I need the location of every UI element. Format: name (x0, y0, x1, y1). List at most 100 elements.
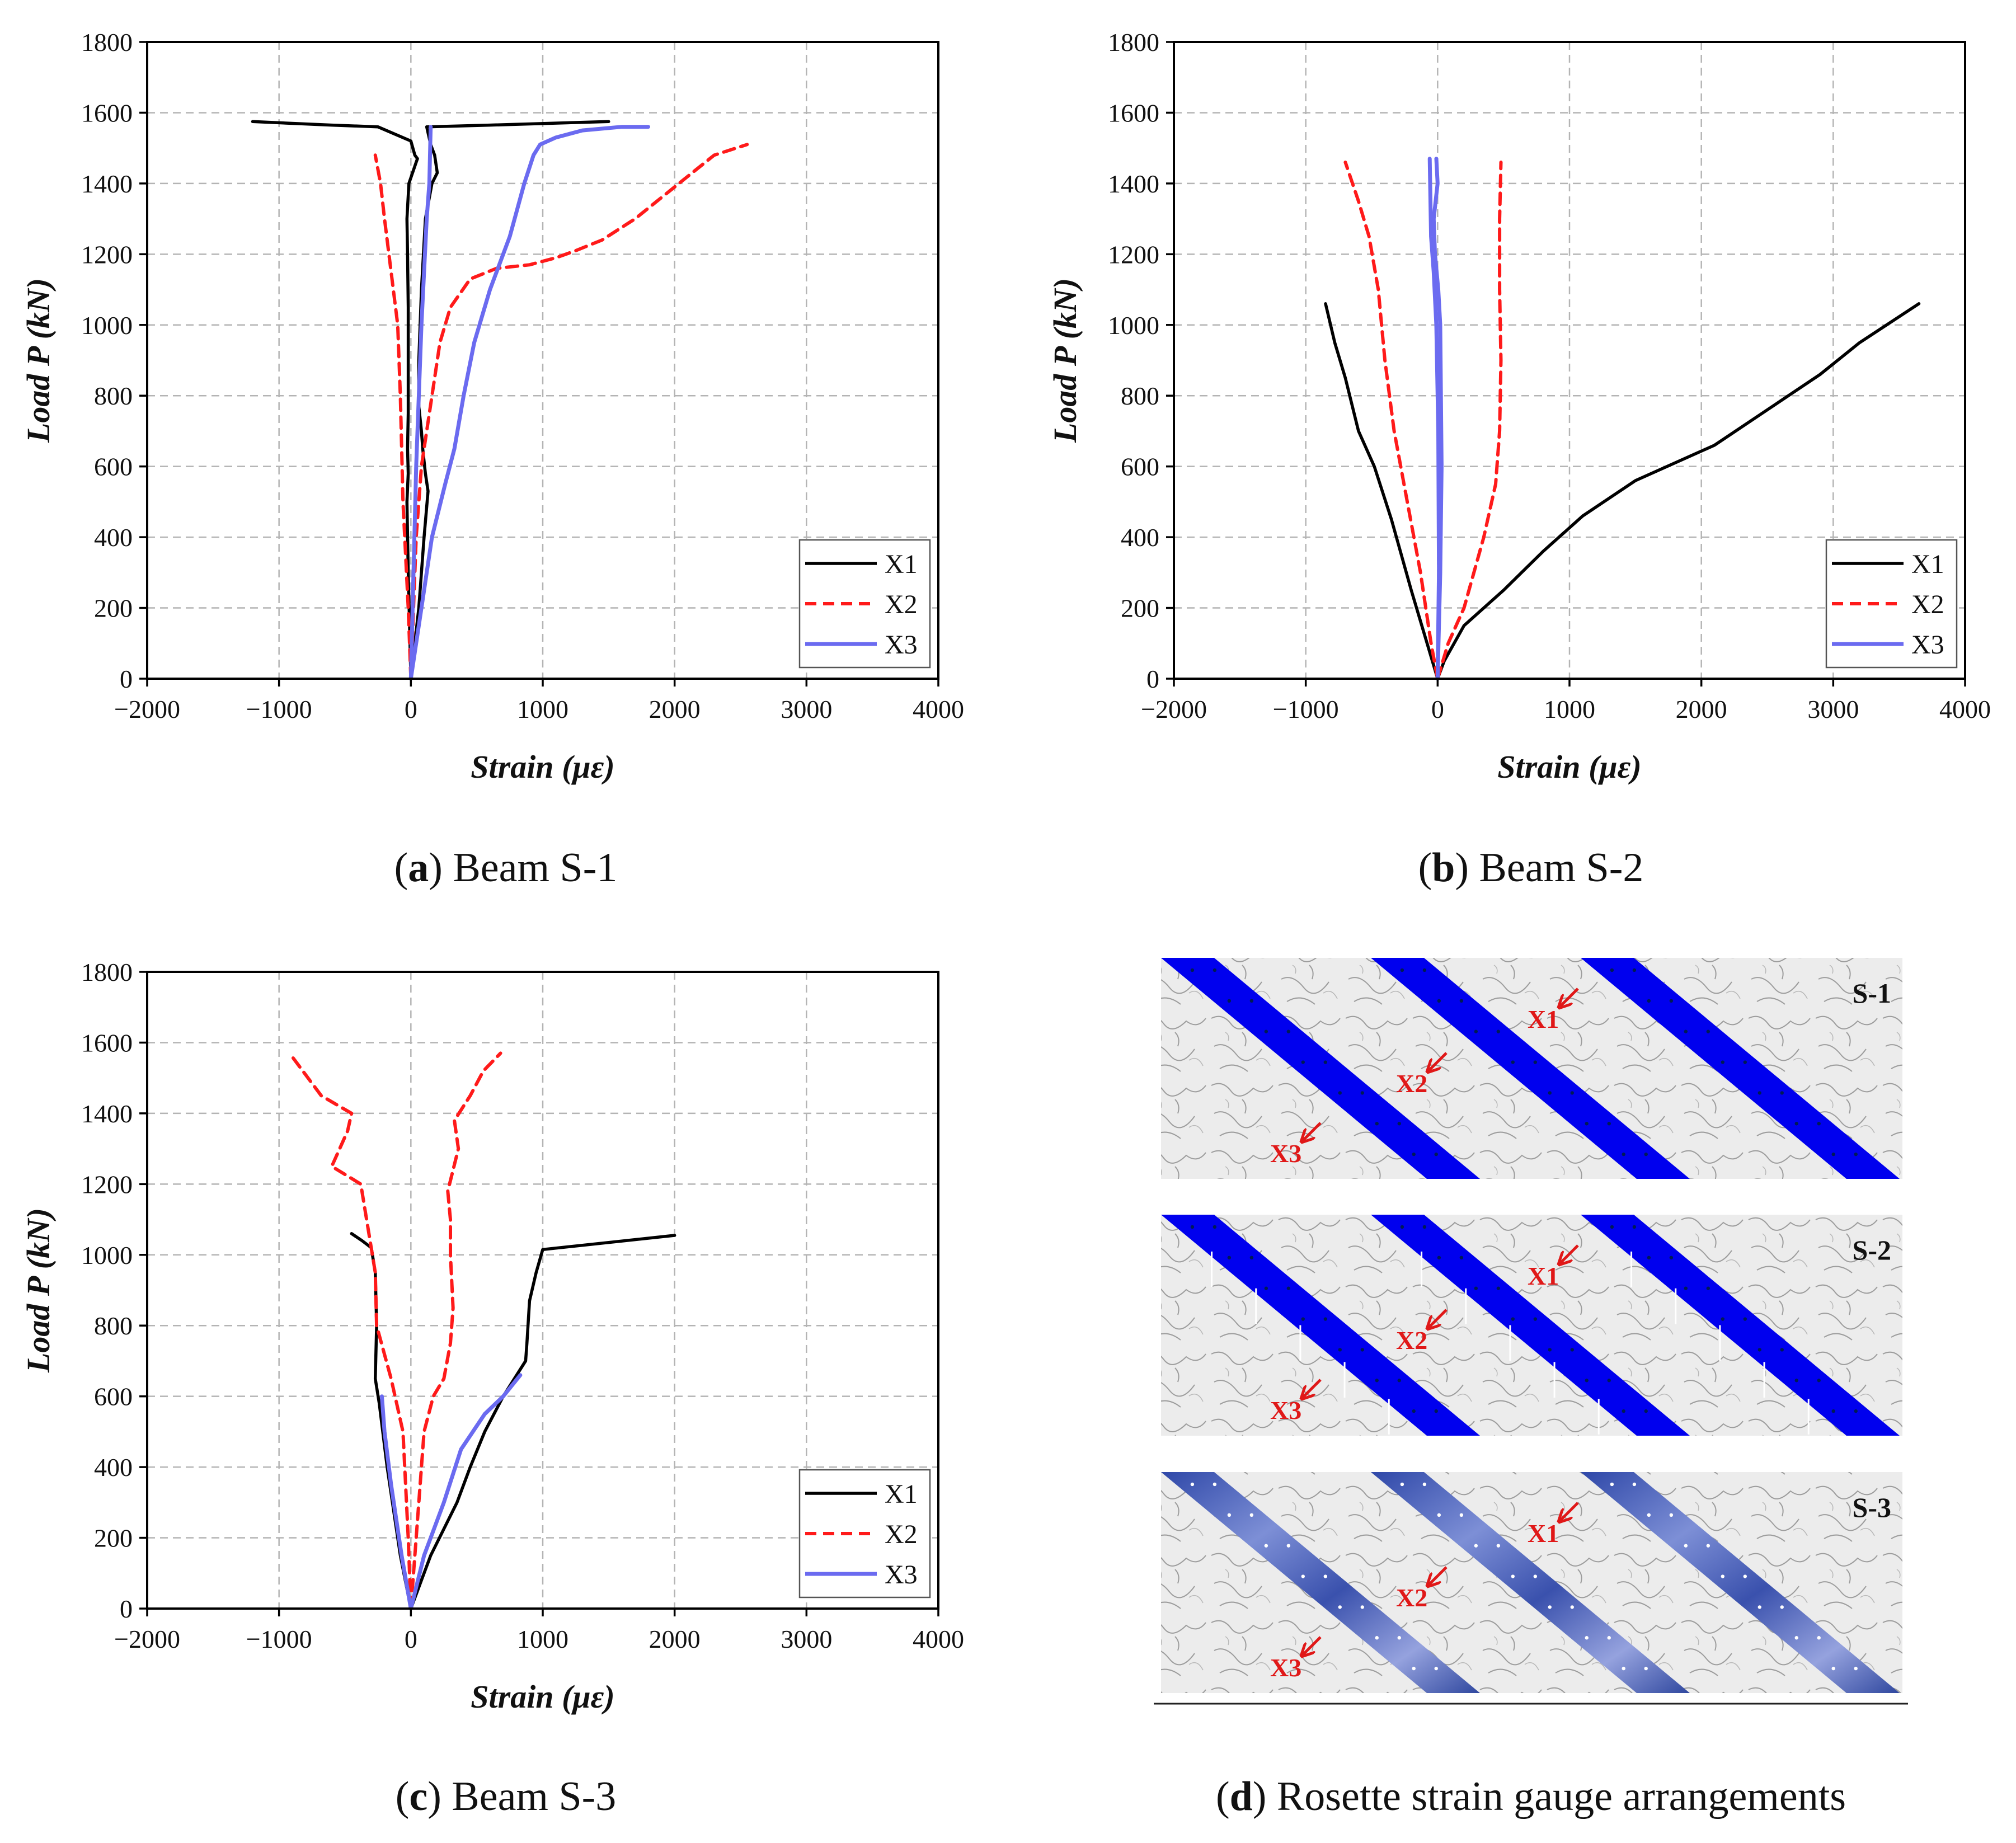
chart-c-series-x1b (409, 1234, 676, 1610)
frp-anchor-dot (1400, 1482, 1404, 1487)
frp-anchor-dot (1647, 1256, 1651, 1260)
gauge-arrow-x1 (1560, 1502, 1579, 1521)
frp-anchor-dot (1757, 1348, 1761, 1352)
chart-a-xtick-label: 0 (405, 695, 417, 723)
frp-anchor-dot (1190, 1482, 1195, 1487)
chart-c-xlabel: Strain (με) (471, 1679, 615, 1715)
frp-anchor-dot (1831, 1152, 1835, 1156)
chart-b-ytick-label: 200 (1121, 594, 1159, 623)
frp-anchor-dot (1854, 1152, 1858, 1156)
frp-anchor-dot (1743, 1060, 1747, 1064)
gauge-label-x1: X1 (1528, 1262, 1559, 1290)
frp-anchor-dot (1607, 1379, 1611, 1383)
strip-s-3: S-3 X1 X2 X3 (1161, 1472, 1902, 1693)
frp-anchor-dot (1644, 1409, 1648, 1413)
frp-anchor-dot (1794, 1636, 1798, 1640)
strip-s-1: S-1 X1 X2 X3 (1161, 958, 1902, 1179)
chart-b-xtick-label: −1000 (1273, 695, 1339, 723)
strip-s-1-content (1161, 958, 1902, 1179)
chart-a-xtick-label: 4000 (913, 695, 964, 723)
frp-anchor-dot (1213, 1225, 1217, 1229)
frp-anchor-dot (1434, 1152, 1438, 1156)
chart-c-series-x3b (380, 1394, 413, 1611)
chart-a-series-x1 (251, 120, 419, 680)
chart-b-ytick-label: 400 (1121, 523, 1159, 552)
chart-b-xtick-label: 2000 (1676, 695, 1727, 723)
frp-anchor-dot (1721, 1574, 1725, 1578)
caption-a-label: a (408, 845, 429, 891)
frp-anchor-dot (1397, 1636, 1401, 1640)
chart-a-ytick-label: 600 (94, 453, 133, 481)
frp-anchor-dot (1496, 1544, 1501, 1548)
chart-a-legend-label-x2: X2 (885, 590, 918, 619)
chart-beam-s2: −2000 −1000 0 1000 2000 3000 4000 0 200 400 600 800… (1047, 28, 1991, 785)
chart-b-series-x1 (1436, 302, 1921, 680)
frp-anchor-dot (1422, 968, 1427, 972)
gauge-label-x3: X3 (1270, 1396, 1301, 1424)
frp-anchor-dot (1669, 1256, 1674, 1260)
chart-a-xlabel: Strain (με) (471, 749, 615, 785)
chart-b-series-x2 (1436, 161, 1503, 680)
chart-c-legend-label-x2: X2 (885, 1520, 918, 1549)
chart-beam-s3: −2000 −1000 0 1000 2000 3000 4000 0 200 400 600 800… (20, 958, 964, 1715)
frp-anchor-dot (1190, 1225, 1195, 1229)
frp-anchor-dot (1831, 1409, 1835, 1413)
chart-c-xtick-label: 3000 (781, 1625, 832, 1653)
frp-anchor-dot (1323, 1317, 1328, 1321)
frp-anchor-dot (1360, 1091, 1364, 1095)
frp-anchor-dot (1338, 1091, 1342, 1095)
frp-anchor-dot (1264, 1029, 1268, 1033)
chart-a-ytick-label: 1800 (81, 28, 133, 57)
frp-anchor-dot (1548, 1348, 1552, 1352)
frp-anchor-dot (1684, 1544, 1688, 1548)
caption-d: (d) Rosette strain gauge arrangements (1216, 1774, 1846, 1820)
caption-c-text: Beam S-3 (452, 1774, 616, 1820)
frp-anchor-dot (1400, 1225, 1404, 1229)
frp-anchor-dot (1286, 1544, 1291, 1548)
chart-b-legend-label-x3: X3 (1911, 630, 1944, 660)
frp-anchor-dot (1817, 1636, 1821, 1640)
chart-b-ytick-label: 0 (1146, 665, 1159, 693)
chart-c-xtick-label: −2000 (114, 1625, 180, 1653)
chart-b-ytick-label: 1800 (1108, 28, 1159, 57)
chart-a-ytick-label: 1200 (81, 240, 133, 269)
frp-anchor-dot (1644, 1666, 1648, 1671)
frp-anchor-dot (1323, 1574, 1328, 1578)
frp-anchor-dot (1669, 999, 1674, 1003)
frp-anchor-dot (1338, 1605, 1342, 1609)
caption-c: (c) Beam S-3 (396, 1774, 617, 1820)
frp-anchor-dot (1684, 1286, 1688, 1290)
frp-anchor-dot (1323, 1060, 1328, 1064)
chart-c-ytick-label: 600 (94, 1383, 133, 1411)
chart-c-series-x3 (408, 1373, 523, 1611)
chart-b-ytick-label: 1600 (1108, 98, 1159, 127)
frp-anchor-dot (1422, 1225, 1427, 1229)
frp-anchor-dot (1585, 1379, 1589, 1383)
frp-anchor-dot (1706, 1544, 1710, 1548)
chart-c-ytick-label: 400 (94, 1453, 133, 1482)
frp-anchor-dot (1548, 1091, 1552, 1095)
frp-anchor-dot (1570, 1348, 1574, 1352)
chart-b-xlabel: Strain (με) (1497, 749, 1642, 785)
chart-c-ylabel: Load P (kN) (20, 1208, 57, 1373)
chart-b-legend-label-x1: X1 (1911, 549, 1944, 579)
gauge-label-x3: X3 (1270, 1653, 1301, 1682)
frp-anchor-dot (1213, 968, 1217, 972)
caption-d-text: Rosette strain gauge arrangements (1277, 1774, 1846, 1820)
chart-a-ytick-label: 1000 (81, 311, 133, 340)
frp-anchor-dot (1669, 1513, 1674, 1517)
frp-anchor-dot (1632, 1225, 1637, 1229)
frp-anchor-dot (1622, 1409, 1625, 1413)
frp-anchor-dot (1190, 968, 1195, 972)
frp-anchor-dot (1794, 1379, 1798, 1383)
frp-anchor-dot (1721, 1317, 1725, 1321)
chart-b-ytick-label: 1400 (1108, 170, 1159, 198)
chart-c-xtick-label: 0 (405, 1625, 417, 1653)
frp-anchor-dot (1533, 1317, 1538, 1321)
strip-label-s-1: S-1 (1853, 977, 1891, 1009)
frp-anchor-dot (1227, 1513, 1232, 1517)
frp-anchor-dot (1794, 1122, 1798, 1126)
frp-anchor-dot (1459, 1513, 1464, 1517)
frp-anchor-dot (1548, 1605, 1552, 1609)
chart-a-xtick-label: −2000 (114, 695, 180, 723)
